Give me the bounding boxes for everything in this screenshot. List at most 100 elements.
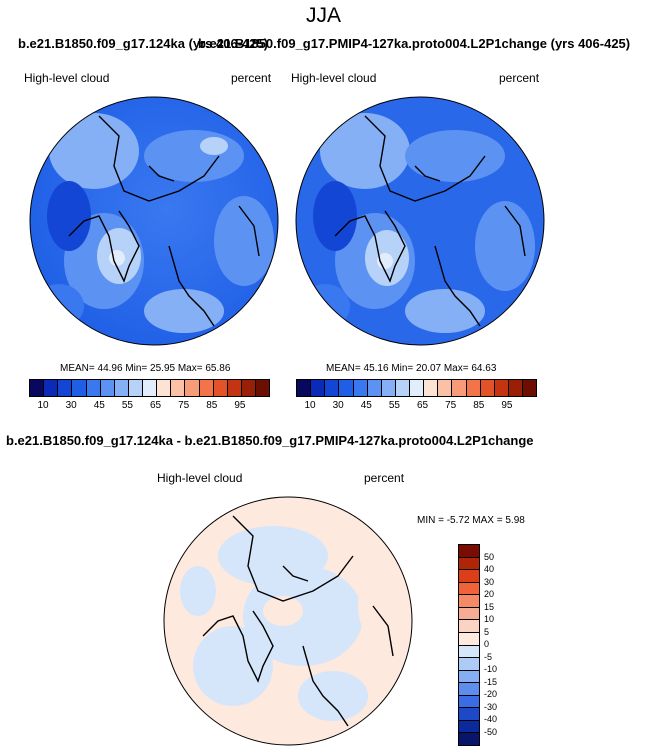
- colorbar-swatch: [459, 658, 479, 671]
- colorbar-tick-label: 45: [360, 400, 372, 411]
- colorbar-swatch: [410, 380, 425, 396]
- colorbar-swatch: [325, 380, 340, 396]
- colorbar-swatch: [297, 380, 312, 396]
- panel2-units-label: percent: [499, 71, 540, 85]
- colorbar-swatch: [213, 380, 228, 396]
- colorbar-swatch: [459, 595, 479, 608]
- colorbar-tick-label: -10: [484, 664, 498, 674]
- colorbar-swatch: [459, 733, 479, 745]
- colorbar-swatch: [459, 720, 479, 734]
- panel1-colorbar: [29, 379, 270, 397]
- colorbar-swatch: [466, 380, 481, 396]
- colorbar-swatch: [114, 380, 129, 396]
- colorbar-swatch: [241, 380, 256, 396]
- colorbar-tick-label: 85: [206, 400, 218, 411]
- colorbar-swatch: [311, 380, 326, 396]
- colorbar-swatch: [395, 380, 410, 396]
- colorbar-tick-label: 95: [501, 400, 513, 411]
- panel1-polar-map: [29, 96, 279, 346]
- colorbar-tick-label: 55: [388, 400, 400, 411]
- colorbar-tick-label: 75: [445, 400, 457, 411]
- colorbar-swatch: [86, 380, 101, 396]
- colorbar-tick-label: -40: [484, 714, 498, 724]
- diff-polar-map: [163, 496, 413, 746]
- colorbar-swatch: [452, 380, 467, 396]
- case2-title: b.e21.B1850.f09_g17.PMIP4-127ka.proto004…: [198, 36, 631, 51]
- colorbar-swatch: [459, 632, 479, 646]
- colorbar-swatch: [367, 380, 382, 396]
- colorbar-tick-label: 75: [178, 400, 190, 411]
- case1-title: b.e21.B1850.f09_g17.124ka (yrs 406-425): [18, 36, 269, 51]
- colorbar-tick-label: 40: [484, 564, 495, 574]
- colorbar-swatch: [339, 380, 354, 396]
- colorbar-tick-label: -5: [484, 651, 493, 662]
- colorbar-swatch: [72, 380, 87, 396]
- panel2-stats: MEAN= 45.16 Min= 20.07 Max= 64.63: [326, 363, 497, 374]
- colorbar-swatch: [199, 380, 214, 396]
- panel2-colorbar: [296, 379, 537, 397]
- colorbar-tick-label: 20: [484, 589, 495, 599]
- diff-units-label: percent: [364, 471, 405, 485]
- colorbar-tick-label: 85: [473, 400, 485, 411]
- panel1-variable-label: High-level cloud: [24, 71, 110, 85]
- diff-colorbar: [458, 544, 480, 746]
- colorbar-swatch: [459, 570, 479, 583]
- colorbar-tick-label: 10: [484, 614, 495, 624]
- colorbar-swatch: [100, 380, 115, 396]
- colorbar-swatch: [128, 380, 143, 396]
- colorbar-tick-label: 5: [484, 626, 490, 637]
- colorbar-swatch: [459, 545, 479, 558]
- colorbar-tick-label: 65: [149, 400, 162, 411]
- colorbar-tick-label: 55: [121, 400, 133, 411]
- colorbar-swatch: [381, 380, 396, 396]
- colorbar-swatch: [171, 380, 186, 396]
- colorbar-swatch: [256, 380, 270, 396]
- diff-stats: MIN = -5.72 MAX = 5.98: [417, 515, 525, 526]
- colorbar-tick-label: 30: [332, 400, 344, 411]
- colorbar-swatch: [480, 380, 495, 396]
- colorbar-swatch: [44, 380, 59, 396]
- colorbar-tick-label: 30: [484, 576, 495, 587]
- colorbar-tick-label: 50: [484, 551, 495, 562]
- season-title: JJA: [305, 4, 341, 27]
- colorbar-tick-label: -30: [484, 701, 498, 712]
- panel1-units-label: percent: [231, 71, 272, 85]
- colorbar-swatch: [459, 645, 479, 659]
- colorbar-swatch: [157, 380, 172, 396]
- colorbar-tick-label: 45: [93, 400, 105, 411]
- panel2-polar-map: [295, 96, 545, 346]
- diff-title: b.e21.B1850.f09_g17.124ka - b.e21.B1850.…: [6, 433, 534, 448]
- colorbar-tick-label: -20: [484, 689, 498, 699]
- colorbar-swatch: [459, 708, 479, 721]
- colorbar-swatch: [459, 620, 479, 633]
- colorbar-swatch: [459, 557, 479, 571]
- colorbar-swatch: [424, 380, 439, 396]
- panel1-stats: MEAN= 44.96 Min= 25.95 Max= 65.86: [60, 363, 231, 374]
- colorbar-swatch: [459, 683, 479, 696]
- colorbar-swatch: [58, 380, 73, 396]
- colorbar-swatch: [459, 670, 479, 684]
- colorbar-swatch: [185, 380, 200, 396]
- colorbar-tick-label: 10: [37, 400, 49, 411]
- colorbar-swatch: [459, 695, 479, 709]
- colorbar-tick-label: 10: [304, 400, 316, 411]
- colorbar-tick-label: -50: [484, 726, 498, 737]
- colorbar-swatch: [459, 607, 479, 621]
- colorbar-tick-label: 65: [416, 400, 429, 411]
- colorbar-tick-label: -15: [484, 676, 498, 687]
- colorbar-swatch: [143, 380, 158, 396]
- colorbar-tick-label: 15: [484, 601, 495, 612]
- diff-variable-label: High-level cloud: [157, 471, 243, 485]
- colorbar-tick-label: 30: [65, 400, 77, 411]
- colorbar-swatch: [459, 582, 479, 596]
- colorbar-swatch: [508, 380, 523, 396]
- colorbar-swatch: [438, 380, 453, 396]
- colorbar-swatch: [227, 380, 242, 396]
- panel2-variable-label: High-level cloud: [291, 71, 377, 85]
- colorbar-tick-label: 0: [484, 639, 490, 649]
- colorbar-tick-label: 95: [234, 400, 246, 411]
- colorbar-swatch: [353, 380, 368, 396]
- colorbar-swatch: [523, 380, 537, 396]
- colorbar-swatch: [494, 380, 509, 396]
- colorbar-swatch: [30, 380, 45, 396]
